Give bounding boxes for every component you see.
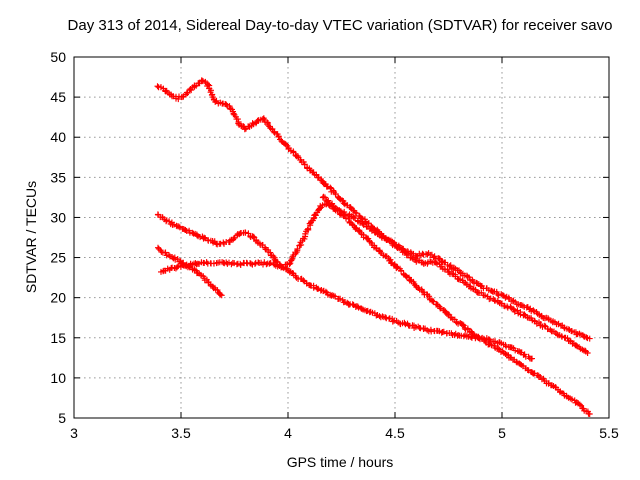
x-tick-label: 5.5 xyxy=(599,425,619,441)
y-tick-label: 50 xyxy=(50,49,66,65)
plot-border xyxy=(73,56,610,419)
series-trace-4 xyxy=(158,259,535,362)
chart-title: Day 313 of 2014, Sidereal Day-to-day VTE… xyxy=(67,17,613,34)
series-trace-2 xyxy=(154,201,591,356)
y-tick-label: 20 xyxy=(50,290,66,306)
series-trace-5 xyxy=(319,193,593,417)
x-tick-label: 5 xyxy=(498,425,506,441)
series-trace-1 xyxy=(154,77,593,342)
y-tick-label: 30 xyxy=(50,209,66,225)
y-tick-label: 35 xyxy=(50,169,66,185)
y-tick-label: 40 xyxy=(50,129,66,145)
y-tick-label: 5 xyxy=(58,410,66,426)
x-tick-label: 4.5 xyxy=(385,425,405,441)
y-tick-label: 45 xyxy=(50,89,66,105)
x-tick-label: 3 xyxy=(70,425,78,441)
y-tick-label: 25 xyxy=(50,250,66,266)
series-trace-3 xyxy=(155,244,225,299)
x-tick-label: 4 xyxy=(284,425,292,441)
y-tick-label: 15 xyxy=(50,330,66,346)
y-tick-label: 10 xyxy=(50,370,66,386)
x-tick-label: 3.5 xyxy=(171,425,191,441)
x-axis-label: GPS time / hours xyxy=(286,454,394,470)
